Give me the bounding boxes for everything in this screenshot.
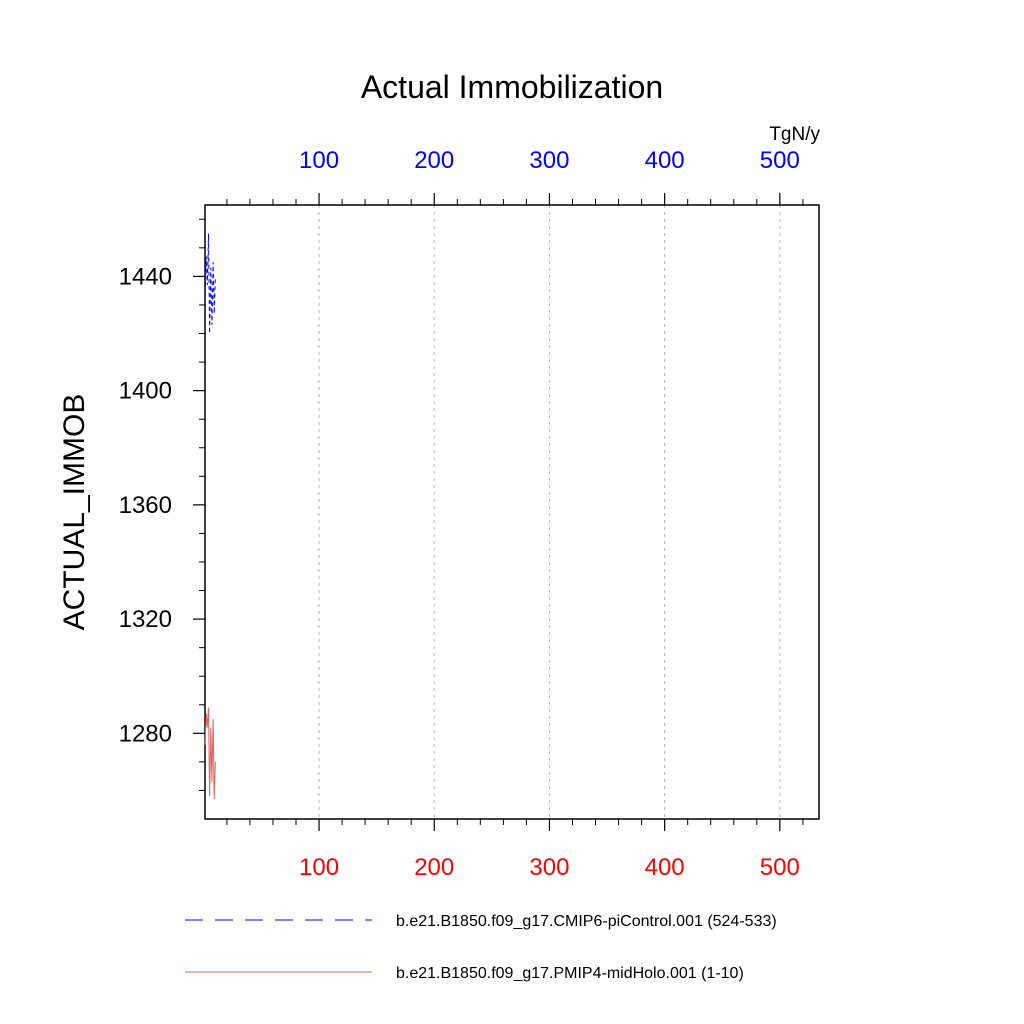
top-x-axis: 100 200 300 400 500 bbox=[299, 147, 800, 205]
y-tick-label: 1400 bbox=[119, 378, 172, 405]
y-axis-label: ACTUAL_IMMOB bbox=[58, 394, 91, 631]
series-line-2 bbox=[204, 707, 216, 800]
top-x-tick-label: 400 bbox=[645, 147, 685, 174]
top-x-tick-label: 300 bbox=[529, 147, 569, 174]
bottom-x-tick-label: 500 bbox=[760, 854, 800, 881]
series-layer bbox=[204, 233, 216, 800]
bottom-x-tick-label: 300 bbox=[529, 854, 569, 881]
bottom-x-axis: 100 200 300 400 500 bbox=[299, 819, 800, 881]
top-x-tick-label: 200 bbox=[414, 147, 454, 174]
bottom-x-tick-label: 100 bbox=[299, 854, 339, 881]
y-tick-label: 1280 bbox=[119, 720, 172, 747]
y-tick-label: 1360 bbox=[119, 492, 172, 519]
series-line-1 bbox=[204, 233, 216, 334]
y-tick-label: 1440 bbox=[119, 263, 172, 290]
top-x-tick-label: 100 bbox=[299, 147, 339, 174]
y-tick-label: 1320 bbox=[119, 606, 172, 633]
chart-title: Actual Immobilization bbox=[361, 69, 663, 105]
bottom-x-tick-label: 400 bbox=[645, 854, 685, 881]
plot-frame bbox=[204, 204, 820, 820]
top-x-tick-label: 500 bbox=[760, 147, 800, 174]
bottom-x-tick-label: 200 bbox=[414, 854, 454, 881]
legend: b.e21.B1850.f09_g17.CMIP6-piControl.001 … bbox=[185, 913, 777, 982]
x-grid bbox=[318, 205, 781, 819]
units-label: TgN/y bbox=[769, 124, 820, 145]
legend-label-1: b.e21.B1850.f09_g17.CMIP6-piControl.001 … bbox=[396, 913, 777, 930]
legend-label-2: b.e21.B1850.f09_g17.PMIP4-midHolo.001 (1… bbox=[396, 965, 744, 982]
y-axis: 1280 1320 1360 1400 1440 bbox=[119, 263, 205, 747]
minor-ticks bbox=[199, 199, 804, 825]
